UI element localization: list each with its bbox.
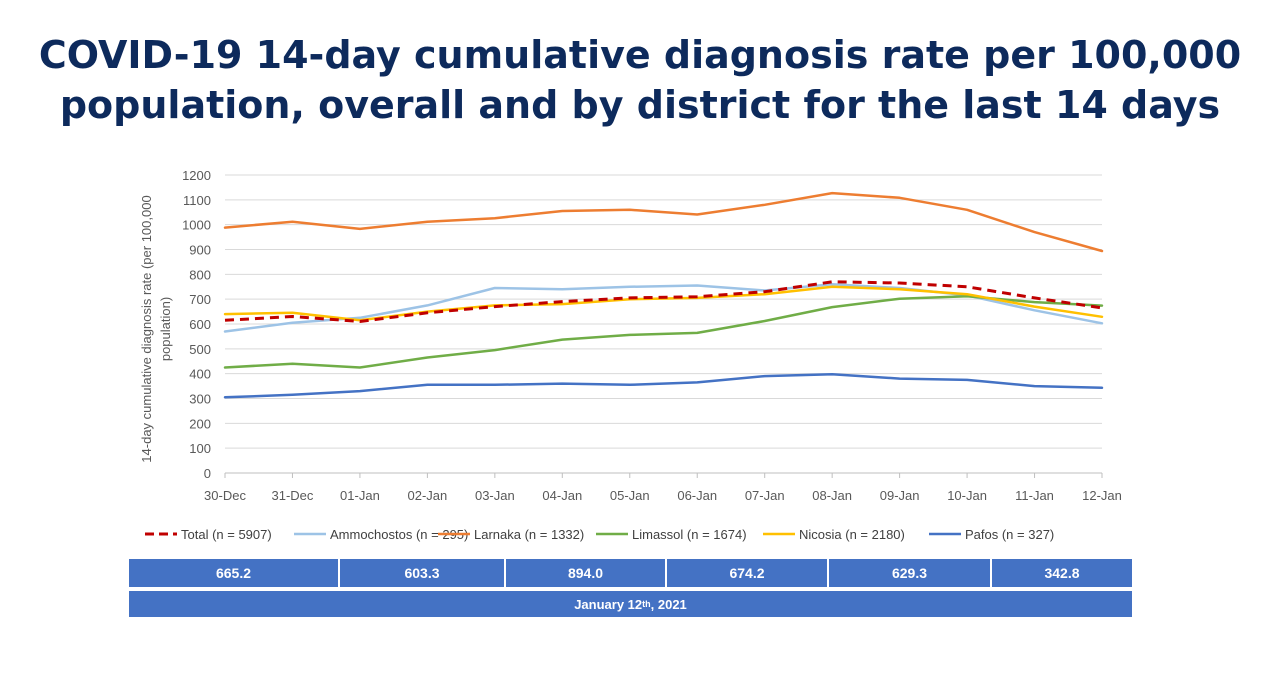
x-tick-label: 08-Jan <box>812 488 852 503</box>
y-tick-label: 300 <box>189 392 211 407</box>
date-year: , 2021 <box>650 596 687 612</box>
y-tick-label: 900 <box>189 243 211 258</box>
legend-label: Nicosia (n = 2180) <box>799 527 905 542</box>
y-tick-label: 700 <box>189 292 211 307</box>
x-tick-label: 11-Jan <box>1015 488 1054 503</box>
y-tick-label: 0 <box>204 466 211 481</box>
series-line-2 <box>223 191 1104 253</box>
chart-title-line-2: population, overall and by district for … <box>59 83 1221 127</box>
summary-value-cell: 894.0 <box>506 559 667 587</box>
x-tick-label: 06-Jan <box>677 488 717 503</box>
x-tick-label: 07-Jan <box>745 488 785 503</box>
series-lines <box>223 191 1104 399</box>
gridlines <box>225 174 1102 474</box>
line-chart: 0 100 200 300 400 500 600 700 800 900 1000 1100 1200… <box>139 168 1122 542</box>
x-tick-label: 10-Jan <box>947 488 987 503</box>
summary-value-cell: 629.3 <box>829 559 992 587</box>
y-axis-label-line-2: population) <box>158 297 173 361</box>
y-tick-label: 800 <box>189 267 211 282</box>
legend: Total (n = 5907) Ammochostos (n = 295) Lar… <box>145 527 1054 542</box>
summary-value-cell: 603.3 <box>340 559 506 587</box>
summary-value-cell: 342.8 <box>1044 565 1080 581</box>
x-tick-label: 30-Dec <box>204 488 246 503</box>
series-line-0 <box>224 280 1103 323</box>
x-tick-label: 04-Jan <box>542 488 582 503</box>
x-tick-label: 01-Jan <box>340 488 380 503</box>
y-tick-label: 200 <box>189 416 211 431</box>
y-tick-label: 100 <box>189 441 211 456</box>
y-tick-label: 1000 <box>182 218 211 233</box>
x-tick-label: 09-Jan <box>880 488 920 503</box>
series-line-5 <box>223 372 1104 399</box>
x-tick-label: 31-Dec <box>272 488 314 503</box>
x-axis-ticks: 30-Dec 31-Dec 01-Jan 02-Jan 03-Jan 04-Jan 05-J… <box>204 473 1122 503</box>
y-tick-label: 1100 <box>183 193 211 208</box>
y-tick-label: 600 <box>189 317 211 332</box>
x-tick-label: 03-Jan <box>475 488 515 503</box>
summary-value-cell: 665.2 <box>129 559 340 587</box>
x-tick-label: 12-Jan <box>1082 488 1122 503</box>
legend-label: Limassol (n = 1674) <box>632 527 747 542</box>
date-prefix: January 12 <box>574 596 643 612</box>
y-axis-label-line-1: 14-day cumulative diagnosis rate (per 10… <box>139 195 154 462</box>
legend-label: Larnaka (n = 1332) <box>474 527 584 542</box>
date-suffix-ordinal: th <box>642 599 651 609</box>
chart-title-line-1: COVID-19 14-day cumulative diagnosis rat… <box>38 33 1242 77</box>
y-tick-label: 500 <box>189 342 211 357</box>
legend-label: Pafos (n = 327) <box>965 527 1054 542</box>
series-line-4 <box>223 285 1104 322</box>
legend-label: Ammochostos (n = 295) <box>330 527 468 542</box>
x-tick-label: 02-Jan <box>408 488 448 503</box>
legend-label: Total (n = 5907) <box>181 527 272 542</box>
x-tick-label: 05-Jan <box>610 488 650 503</box>
y-axis-ticks: 0 100 200 300 400 500 600 700 800 900 1000 1100 1200 <box>182 168 211 481</box>
series-line-3 <box>223 294 1104 369</box>
y-tick-label: 1200 <box>182 168 211 183</box>
y-tick-label: 400 <box>189 367 211 382</box>
summary-values-row: 665.2 603.3 894.0 674.2 629.3 342.8 <box>129 559 1132 587</box>
summary-value-cell: 674.2 <box>667 559 829 587</box>
chart-title: COVID-19 14-day cumulative diagnosis rat… <box>0 30 1280 130</box>
